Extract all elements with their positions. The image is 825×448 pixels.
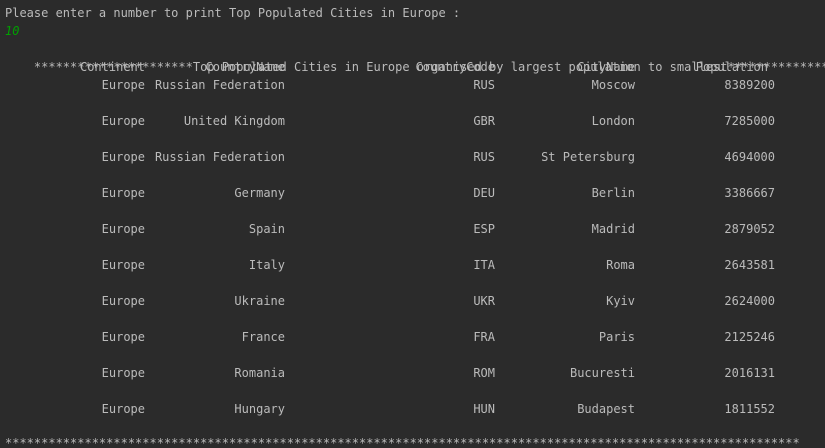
cell-city-name: Paris xyxy=(598,330,635,344)
cell-population: 7285000 xyxy=(724,114,775,128)
table-header: Continent CountryName CountryCode CityNa… xyxy=(0,58,825,76)
header-population: Population xyxy=(695,60,768,74)
header-city-name: CityName xyxy=(577,60,635,74)
cell-country-name: Germany xyxy=(234,186,285,200)
cell-continent: Europe xyxy=(101,366,145,380)
cell-country-name: Ukraine xyxy=(234,294,285,308)
cell-country-code: DEU xyxy=(473,186,495,200)
table-banner: **********************Top Populated Citi… xyxy=(5,40,825,94)
table-row: Europe Hungary HUN Budapest 1811552 xyxy=(0,400,825,418)
table-row: Europe Ukraine UKR Kyiv 2624000 xyxy=(0,292,825,310)
table-row: Europe Spain ESP Madrid 2879052 xyxy=(0,220,825,238)
cell-country-code: RUS xyxy=(473,150,495,164)
table-row: Europe France FRA Paris 2125246 xyxy=(0,328,825,346)
prompt-text: Please enter a number to print Top Popul… xyxy=(5,6,461,20)
cell-population: 2879052 xyxy=(724,222,775,236)
cell-continent: Europe xyxy=(101,330,145,344)
cell-city-name: Moscow xyxy=(591,78,635,92)
table-row: Europe Russian Federation RUS St Petersburg… xyxy=(0,148,825,166)
footer-separator: ****************************************… xyxy=(5,436,800,448)
cell-population: 2016131 xyxy=(724,366,775,380)
cell-city-name: Bucuresti xyxy=(569,366,635,380)
cell-country-name: Russian Federation xyxy=(154,150,285,164)
cell-country-code: ROM xyxy=(473,366,495,380)
header-country-code: CountryCode xyxy=(415,60,495,74)
user-input-value: 10 xyxy=(5,24,20,38)
cell-city-name: St Petersburg xyxy=(541,150,635,164)
cell-population: 3386667 xyxy=(724,186,775,200)
cell-population: 8389200 xyxy=(724,78,775,92)
cell-continent: Europe xyxy=(101,222,145,236)
table-row: Europe United Kingdom GBR London 7285000 xyxy=(0,112,825,130)
cell-continent: Europe xyxy=(101,78,145,92)
cell-country-code: GBR xyxy=(473,114,495,128)
cell-city-name: Kyiv xyxy=(606,294,635,308)
cell-country-code: ITA xyxy=(473,258,495,272)
table-row: Europe Italy ITA Roma 2643581 xyxy=(0,256,825,274)
cell-country-code: FRA xyxy=(473,330,495,344)
cell-country-name: Italy xyxy=(248,258,285,272)
cell-continent: Europe xyxy=(101,150,145,164)
cell-country-code: RUS xyxy=(473,78,495,92)
cell-country-name: Spain xyxy=(248,222,285,236)
cell-population: 2624000 xyxy=(724,294,775,308)
cell-country-name: France xyxy=(241,330,285,344)
table-row: Europe Germany DEU Berlin 3386667 xyxy=(0,184,825,202)
header-continent: Continent xyxy=(79,60,145,74)
cell-continent: Europe xyxy=(101,402,145,416)
cell-city-name: Madrid xyxy=(591,222,635,236)
cell-city-name: Berlin xyxy=(591,186,635,200)
cell-continent: Europe xyxy=(101,114,145,128)
cell-population: 2643581 xyxy=(724,258,775,272)
cell-country-name: Russian Federation xyxy=(154,78,285,92)
table-row: Europe Russian Federation RUS Moscow 8389200 xyxy=(0,76,825,94)
cell-country-name: Romania xyxy=(234,366,285,380)
cell-continent: Europe xyxy=(101,258,145,272)
banner-text: **********************Top Populated Citi… xyxy=(33,60,825,74)
cell-country-code: UKR xyxy=(473,294,495,308)
header-country-name: CountryName xyxy=(205,60,285,74)
cell-city-name: Budapest xyxy=(577,402,635,416)
cell-country-name: Hungary xyxy=(234,402,285,416)
table-row: Europe Romania ROM Bucuresti 2016131 xyxy=(0,364,825,382)
cell-population: 2125246 xyxy=(724,330,775,344)
cell-continent: Europe xyxy=(101,294,145,308)
cell-population: 1811552 xyxy=(724,402,775,416)
cell-country-code: HUN xyxy=(473,402,495,416)
cell-city-name: Roma xyxy=(606,258,635,272)
cell-continent: Europe xyxy=(101,186,145,200)
cell-population: 4694000 xyxy=(724,150,775,164)
cell-country-code: ESP xyxy=(473,222,495,236)
cell-country-name: United Kingdom xyxy=(183,114,285,128)
cell-city-name: London xyxy=(591,114,635,128)
